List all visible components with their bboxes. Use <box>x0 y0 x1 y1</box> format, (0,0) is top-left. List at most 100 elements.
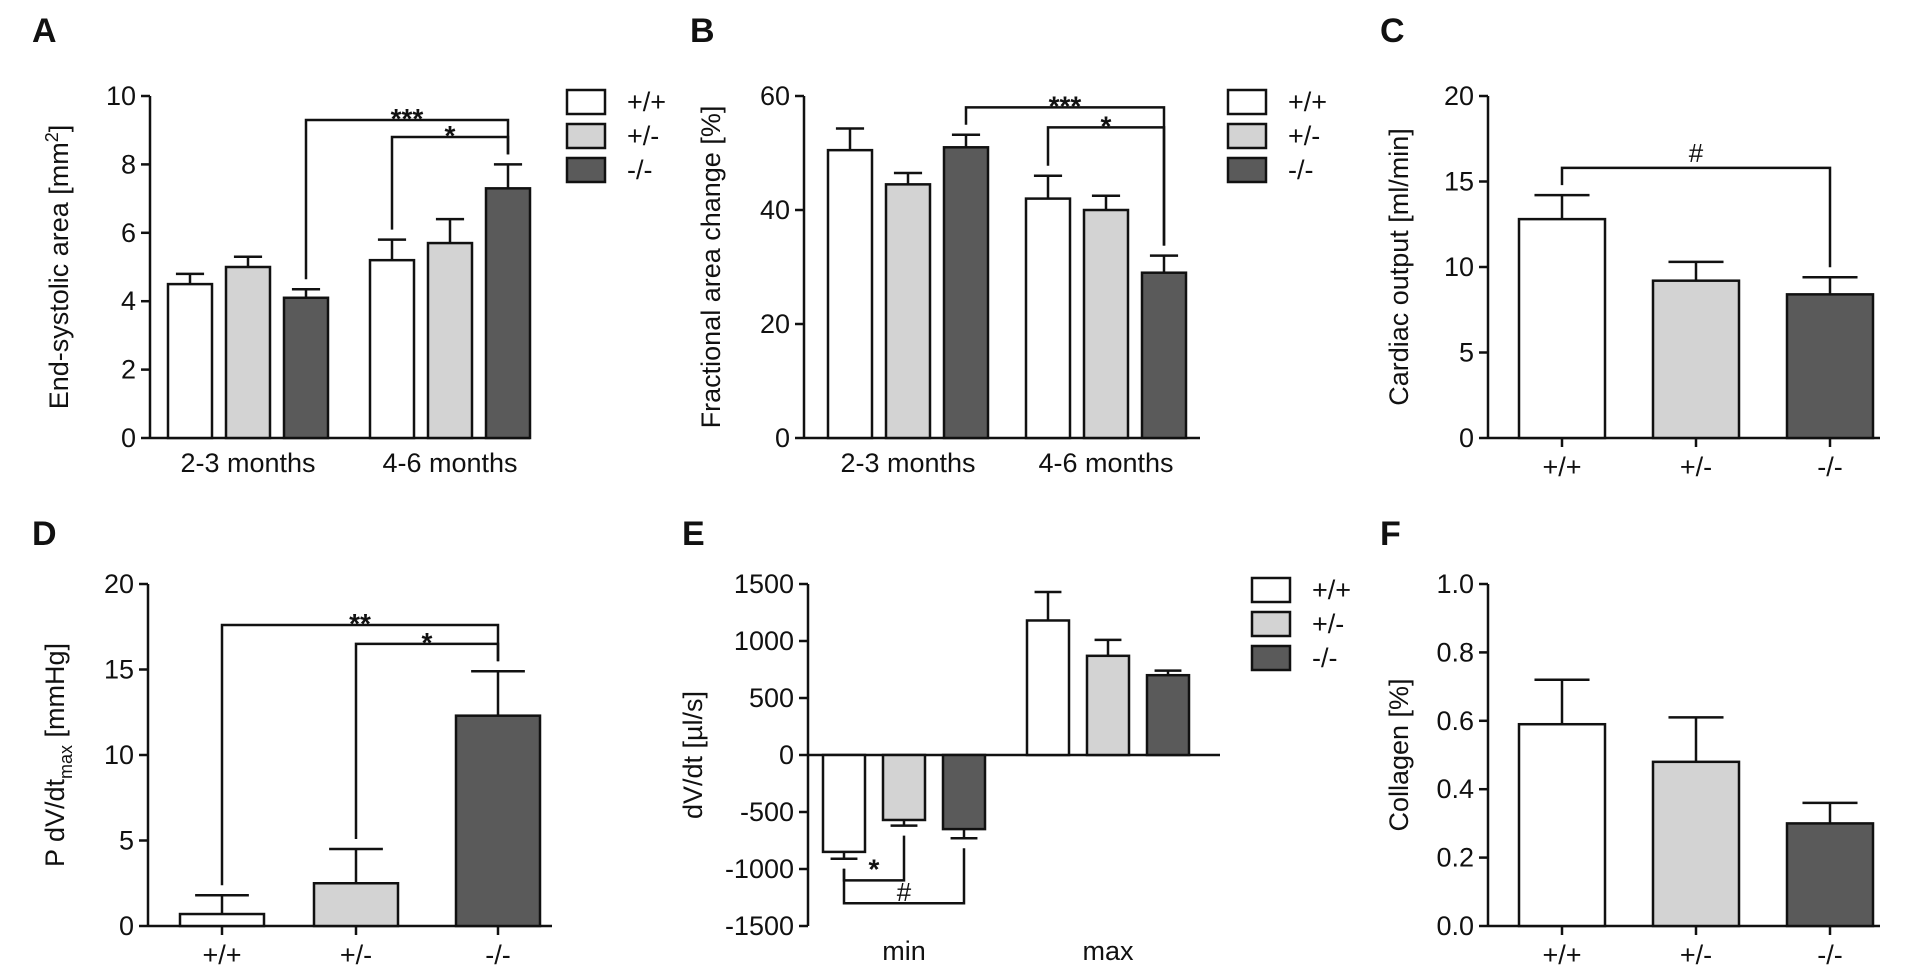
legend-swatch <box>1250 644 1292 672</box>
y-tick-label: -1000 <box>725 854 794 884</box>
y-tick-label: 15 <box>1444 167 1474 197</box>
panel-c: C 0 5 10 15 20 Cardiac output [ml/min] +/+ +/- -… <box>1380 12 1880 482</box>
bar <box>942 146 990 440</box>
x-category-label: +/- <box>1680 940 1712 970</box>
significance-bracket <box>354 642 500 840</box>
y-tick-label: 5 <box>1459 338 1474 368</box>
x-category-label: 2-3 months <box>840 448 975 478</box>
bar <box>368 258 416 440</box>
y-tick-label: 15 <box>104 655 134 685</box>
legend-swatch <box>1250 576 1292 604</box>
x-category-label: +/+ <box>202 940 241 970</box>
y-tick-label: -500 <box>740 797 794 827</box>
bar <box>826 148 874 440</box>
bar <box>1140 271 1188 440</box>
legend-swatch <box>565 156 607 184</box>
y-axis-label-main: Fractional area change [%] <box>696 106 726 429</box>
legend-swatch <box>565 88 607 116</box>
y-tick-label: 0 <box>121 423 136 453</box>
y-tick-label: 0.0 <box>1436 911 1474 941</box>
y-tick-label: 20 <box>760 309 790 339</box>
significance-label: * <box>445 120 456 151</box>
significance-bracket <box>1046 126 1166 246</box>
y-axis-label: P dV/dtmax [mmHg] <box>40 643 76 867</box>
bar <box>224 265 272 440</box>
y-tick-label: 8 <box>121 149 136 179</box>
y-tick-label: 0 <box>119 911 134 941</box>
bar <box>426 241 474 440</box>
y-axis-label-tail: ] <box>44 125 74 133</box>
y-axis-label: dV/dt [µl/s] <box>678 691 708 819</box>
legend-label: -/- <box>1312 643 1337 673</box>
legend-swatch <box>1226 88 1268 116</box>
y-tick-label: 1000 <box>734 626 794 656</box>
y-tick-label: 0 <box>1459 423 1474 453</box>
bar <box>1785 293 1875 440</box>
legend-label: +/+ <box>627 87 666 117</box>
x-category-label: 4-6 months <box>1038 448 1173 478</box>
significance-bracket <box>842 848 966 905</box>
panel-f-letter: F <box>1380 515 1401 553</box>
legend-label: +/+ <box>1312 575 1351 605</box>
y-tick-label: 40 <box>760 195 790 225</box>
legend-swatch <box>565 122 607 150</box>
x-category-label: 4-6 months <box>382 448 517 478</box>
x-category-label: max <box>1082 936 1134 966</box>
y-tick-label: 1.0 <box>1436 569 1474 599</box>
y-axis-label-main: P dV/dt <box>40 778 70 867</box>
y-tick-label: 5 <box>119 826 134 856</box>
y-axis-label-main: Cardiac output [ml/min] <box>1384 128 1414 406</box>
y-tick-label: 0.8 <box>1436 637 1474 667</box>
panel-f: F 0.0 0.2 0.4 0.6 0.8 1.0 Collagen [%] +/+ +/- -/… <box>1380 515 1880 970</box>
y-axis-label-main: End-systolic area [mm <box>44 142 74 409</box>
bar <box>178 912 266 928</box>
y-tick-label: 0.2 <box>1436 843 1474 873</box>
legend-label: +/- <box>1312 609 1344 639</box>
significance-label: # <box>1689 138 1704 168</box>
significance-label: * <box>422 627 433 658</box>
y-tick-label: 10 <box>106 81 136 111</box>
bar <box>312 882 400 928</box>
panel-f-plot: 0.0 0.2 0.4 0.6 0.8 1.0 Collagen [%] +/+ +/- -/- <box>1384 569 1880 970</box>
bar <box>454 714 542 928</box>
bar <box>821 753 867 854</box>
bar <box>1651 760 1741 928</box>
panel-d-letter: D <box>32 515 57 553</box>
y-axis-label: Cardiac output [ml/min] <box>1384 128 1414 406</box>
bar <box>1085 654 1131 757</box>
y-axis-label-main: Collagen [%] <box>1384 678 1414 831</box>
legend-label: +/- <box>627 121 659 151</box>
bar <box>1025 619 1071 757</box>
panel-b: B 0 20 40 60 Fractional area change [%] 2-3 m… <box>690 12 1327 478</box>
significance-label: * <box>1101 110 1112 141</box>
y-tick-label: 6 <box>121 218 136 248</box>
significance-label: *** <box>391 103 424 134</box>
y-tick-label: 0 <box>775 423 790 453</box>
panel-b-plot: 0 20 40 60 Fractional area change [%] 2-3 mon… <box>696 81 1327 478</box>
x-category-label: 2-3 months <box>180 448 315 478</box>
bar <box>884 183 932 440</box>
y-axis-label: End-systolic area [mm2] <box>42 125 74 410</box>
bar <box>881 753 927 822</box>
y-axis-label-main: dV/dt [µl/s] <box>678 691 708 819</box>
legend-label: +/- <box>1288 121 1320 151</box>
y-axis-label: Collagen [%] <box>1384 678 1414 831</box>
bar <box>1082 208 1130 440</box>
y-tick-label: 0.4 <box>1436 774 1474 804</box>
panel-c-letter: C <box>1380 12 1405 50</box>
y-tick-label: 4 <box>121 286 136 316</box>
y-tick-label: 20 <box>104 569 134 599</box>
y-tick-label: 10 <box>104 740 134 770</box>
bar <box>941 753 987 831</box>
y-tick-label: 20 <box>1444 81 1474 111</box>
x-category-label: +/+ <box>1542 940 1581 970</box>
significance-label: ** <box>349 608 371 639</box>
y-tick-label: 10 <box>1444 252 1474 282</box>
y-tick-label: 0 <box>779 740 794 770</box>
x-category-label: min <box>882 936 926 966</box>
y-tick-label: 500 <box>749 683 794 713</box>
